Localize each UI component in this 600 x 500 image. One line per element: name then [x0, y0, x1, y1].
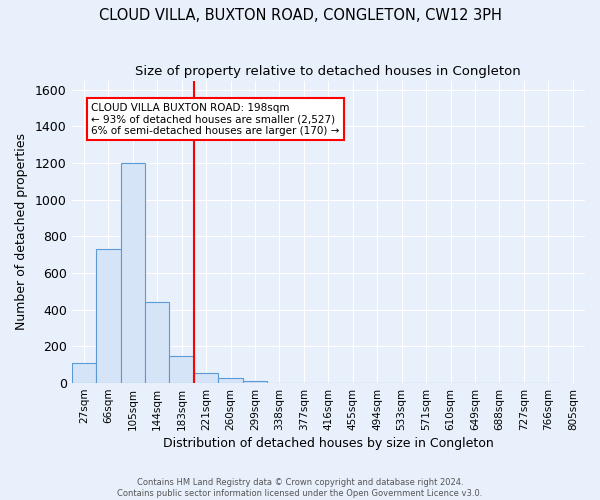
Bar [145, 302, 169, 383]
Bar [194, 373, 218, 383]
Text: Contains HM Land Registry data © Crown copyright and database right 2024.
Contai: Contains HM Land Registry data © Crown c… [118, 478, 482, 498]
X-axis label: Distribution of detached houses by size in Congleton: Distribution of detached houses by size … [163, 437, 494, 450]
Bar [121, 163, 145, 383]
Bar [218, 378, 243, 383]
Text: CLOUD VILLA, BUXTON ROAD, CONGLETON, CW12 3PH: CLOUD VILLA, BUXTON ROAD, CONGLETON, CW1… [98, 8, 502, 22]
Text: CLOUD VILLA BUXTON ROAD: 198sqm
← 93% of detached houses are smaller (2,527)
6% : CLOUD VILLA BUXTON ROAD: 198sqm ← 93% of… [91, 102, 340, 136]
Title: Size of property relative to detached houses in Congleton: Size of property relative to detached ho… [136, 65, 521, 78]
Bar [243, 381, 267, 383]
Bar [169, 356, 194, 383]
Y-axis label: Number of detached properties: Number of detached properties [15, 134, 28, 330]
Bar [71, 363, 96, 383]
Bar [96, 249, 121, 383]
